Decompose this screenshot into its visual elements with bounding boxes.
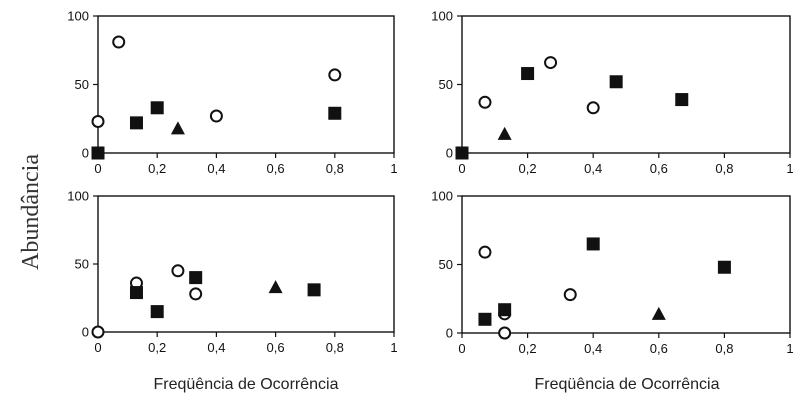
chart-panel-bottom-left: 0 50 100 0 0,2 0,4 0,6 0,8 1 [67, 189, 397, 356]
x-tick-label: 0,8 [326, 161, 344, 176]
x-tick-label: 0 [458, 341, 465, 356]
data-point-circle [498, 326, 512, 340]
data-point-circle [586, 101, 600, 115]
y-tick-label: 0 [82, 146, 89, 161]
plot-frame [97, 15, 395, 154]
x-tick-label: 1 [786, 161, 793, 176]
y-tick-label: 100 [67, 189, 89, 204]
x-axis-label-right: Freqüência de Ocorrência [535, 376, 720, 393]
x-tick-label: 1 [786, 341, 793, 356]
plot-frame [97, 195, 395, 333]
x-tick-label: 0,8 [715, 161, 733, 176]
x-tick-label: 0,2 [519, 341, 537, 356]
data-point-triangle [497, 126, 512, 140]
plot-frame [461, 195, 791, 334]
x-tick-label: 0,6 [650, 161, 668, 176]
plot-frame [461, 15, 791, 154]
x-tick-label: 0,4 [207, 161, 225, 176]
y-tick-label: 50 [439, 257, 453, 272]
data-point-triangle [651, 306, 666, 320]
x-tick-label: 1 [390, 340, 397, 355]
data-point-square [717, 260, 731, 274]
y-tick-label: 50 [439, 77, 453, 92]
x-tick-label: 0,4 [207, 340, 225, 355]
data-point-square [91, 146, 105, 160]
x-tick-label: 0,4 [584, 161, 602, 176]
data-point-square [586, 237, 600, 251]
chart-panel-top-left: 0 50 100 0 0,2 0,4 0,6 0,8 1 [67, 9, 397, 177]
x-tick-label: 0,2 [148, 161, 166, 176]
data-point-square [675, 93, 689, 107]
data-point-square [129, 116, 143, 130]
data-point-circle [328, 68, 342, 82]
data-point-square [307, 283, 321, 297]
x-tick-label: 1 [390, 161, 397, 176]
data-point-circle [171, 264, 185, 278]
data-point-square [455, 146, 469, 160]
chart-panel-bottom-right: 0 50 100 0 0,2 0,4 0,6 0,8 1 [431, 189, 793, 357]
x-tick-label: 0,2 [519, 161, 537, 176]
y-tick-label: 100 [67, 9, 89, 24]
data-point-square [150, 305, 164, 319]
data-point-circle [563, 288, 577, 302]
y-tick-label: 100 [431, 9, 453, 24]
data-point-triangle [170, 121, 185, 135]
data-point-circle [209, 109, 223, 123]
data-point-square [129, 286, 143, 300]
y-tick-label: 50 [75, 257, 89, 272]
x-tick-label: 0 [458, 161, 465, 176]
data-point-circle [189, 287, 203, 301]
data-point-circle [478, 95, 492, 109]
data-point-circle [91, 114, 105, 128]
x-axis-label-left: Freqüência de Ocorrência [154, 376, 339, 393]
data-point-square [150, 101, 164, 115]
x-tick-label: 0 [94, 340, 101, 355]
y-tick-label: 0 [446, 146, 453, 161]
data-point-square [609, 75, 623, 89]
x-tick-label: 0,8 [326, 340, 344, 355]
x-tick-label: 0,8 [715, 341, 733, 356]
data-point-square [328, 106, 342, 120]
data-point-circle [544, 56, 558, 70]
data-point-circle [478, 245, 492, 259]
data-point-triangle [268, 280, 283, 294]
y-tick-label: 100 [431, 189, 453, 204]
x-tick-label: 0,4 [584, 341, 602, 356]
x-tick-label: 0,2 [148, 340, 166, 355]
x-tick-label: 0,6 [650, 341, 668, 356]
y-tick-label: 0 [446, 326, 453, 341]
data-point-circle [91, 325, 105, 339]
y-tick-label: 50 [75, 77, 89, 92]
data-point-square [189, 271, 203, 285]
data-point-square [498, 303, 512, 317]
x-tick-label: 0 [94, 161, 101, 176]
data-point-circle [112, 35, 126, 49]
y-tick-label: 0 [82, 325, 89, 340]
chart-panel-top-right: 0 50 100 0 0,2 0,4 0,6 0,8 1 [431, 9, 793, 177]
x-tick-label: 0,6 [267, 161, 285, 176]
x-tick-label: 0,6 [267, 340, 285, 355]
data-point-square [521, 67, 535, 81]
data-point-square [478, 312, 492, 326]
y-axis-label: Abundância [18, 154, 44, 270]
